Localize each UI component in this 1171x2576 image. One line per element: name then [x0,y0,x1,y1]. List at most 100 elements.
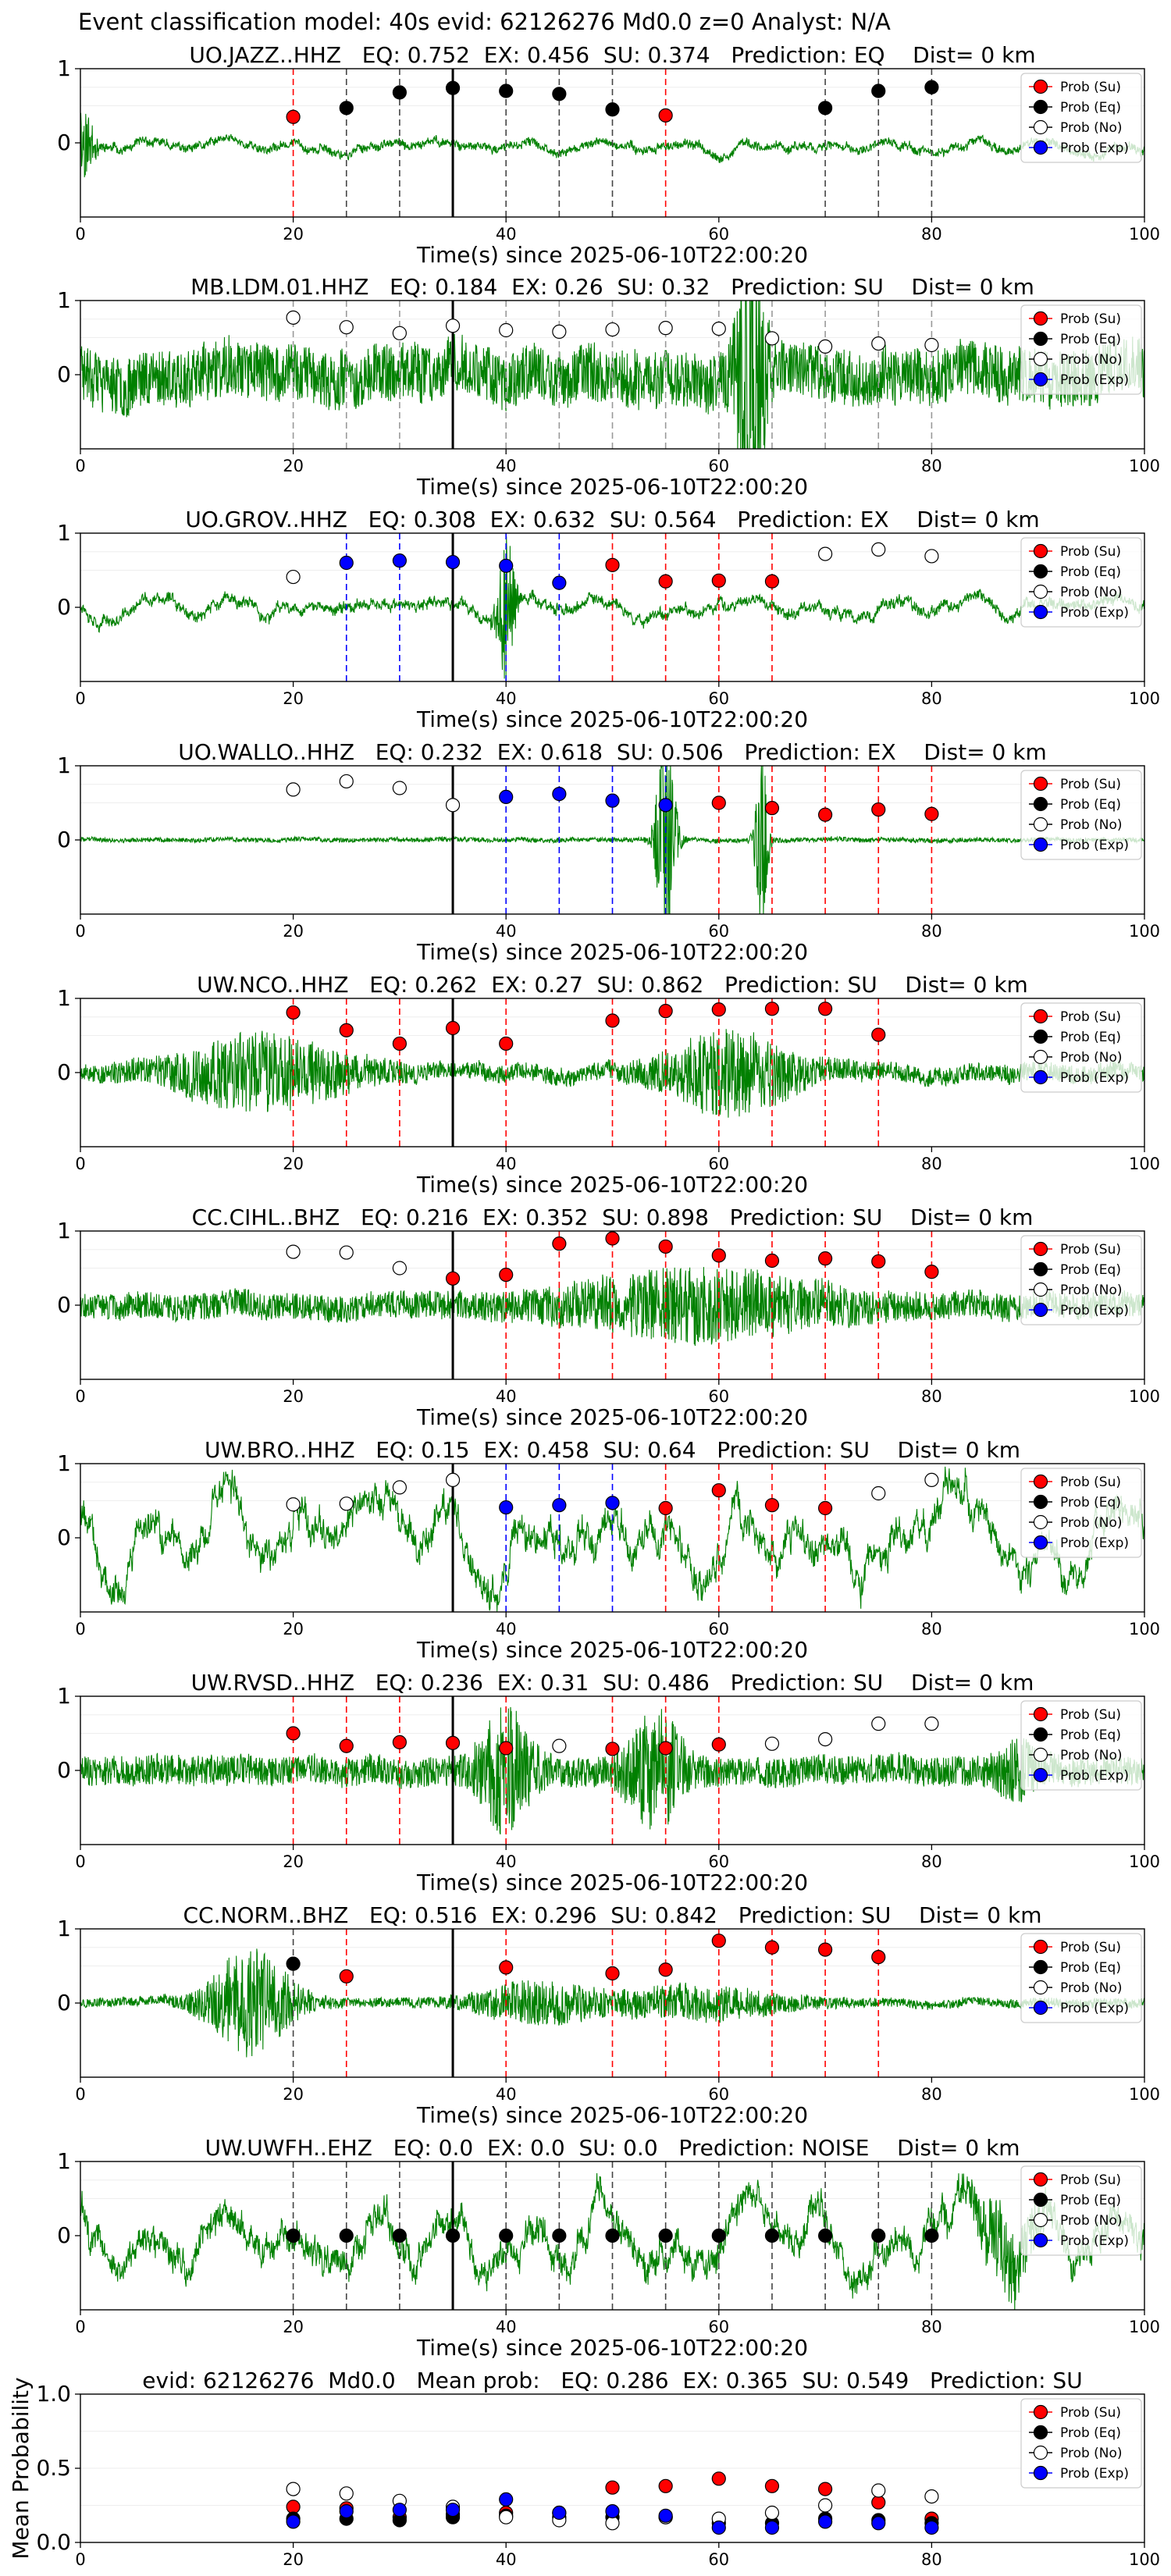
y-tick-label: 1 [57,520,71,546]
x-axis-label: Time(s) since 2025-06-10T22:00:20 [416,242,808,268]
legend-label-su: Prob (Su) [1060,311,1121,327]
panel-4 [80,998,1144,1147]
prob-point-eq [764,2228,780,2243]
prob-point-eq [605,2228,620,2243]
prob-point-exp [445,554,461,570]
x-tick-label: 60 [708,2318,729,2336]
y-tick-label: 1 [57,287,71,313]
prob-point-su [871,1950,886,1965]
prob-point-eq [445,80,461,95]
legend-label-su: Prob (Su) [1060,1475,1121,1490]
prob-point-eq [499,2228,514,2243]
prob-point-su [711,1002,726,1017]
mean-prob-point-exp [658,2508,673,2523]
prob-point-su [658,574,673,589]
prob-point-no [817,1732,833,1747]
legend: Prob (Su) Prob (Eq) Prob (No) Prob (Exp) [1020,1468,1142,1558]
legend: Prob (Su) Prob (Eq) Prob (No) Prob (Exp) [1020,1933,1142,2023]
prob-point-exp [499,789,514,805]
panel-9 [80,2161,1144,2310]
x-tick-label: 60 [708,1620,729,1638]
x-tick-label: 40 [496,689,517,708]
prob-point-su [499,1741,514,1756]
legend-label-eq: Prob (Eq) [1060,797,1121,813]
prob-point-su [605,1742,620,1756]
prob-point-no [924,337,939,353]
legend-marker-exp [1033,1302,1048,1318]
prob-point-su [658,1500,673,1516]
panel-title: CC.CIHL..BHZ EQ: 0.216 EX: 0.352 SU: 0.8… [192,1204,1034,1230]
legend-label-exp: Prob (Exp) [1060,1535,1129,1551]
x-tick-label: 20 [283,457,304,475]
legend-marker-eq [1033,1261,1048,1277]
legend-label-no: Prob (No) [1060,1515,1123,1531]
prob-point-no [924,1472,939,1488]
legend-label-su: Prob (Su) [1060,1707,1121,1723]
prob-point-exp [552,786,567,802]
legend: Prob (Su) Prob (Eq) Prob (No) Prob (Exp) [1020,1235,1142,1325]
mean-prob-point-exp [605,2504,620,2519]
legend-box [1020,1700,1142,1791]
legend-label-eq: Prob (Eq) [1060,1495,1121,1510]
x-tick-label: 60 [708,2550,729,2569]
mean-prob-point-no [286,2482,301,2496]
mean-prob-point-exp [817,2514,833,2529]
prob-point-no [764,331,780,346]
x-tick-label: 20 [283,2085,304,2104]
panel-title: CC.NORM..BHZ EQ: 0.516 EX: 0.296 SU: 0.8… [183,1902,1042,1928]
legend-box [1020,73,1142,163]
prob-point-eq [552,2228,567,2243]
panel-6 [80,1464,1144,1612]
x-tick-label: 60 [708,225,729,244]
prob-point-no [286,1244,301,1259]
x-tick-label: 80 [921,1620,942,1638]
y-tick-label: 0 [57,1059,71,1085]
prob-point-su [605,1231,620,1246]
prob-point-no [871,1717,886,1731]
legend-marker-no [1033,119,1048,135]
prob-point-su [871,1254,886,1269]
legend-label-eq: Prob (Eq) [1060,1262,1121,1278]
panel-title: UW.RVSD..HHZ EQ: 0.236 EX: 0.31 SU: 0.48… [191,1670,1034,1695]
legend-marker-eq [1033,331,1048,347]
x-tick-label: 100 [1129,1852,1160,1871]
prob-point-no [445,318,461,333]
prob-point-su [817,807,833,822]
x-tick-label: 0 [75,1387,85,1406]
prob-point-su [817,1251,833,1266]
legend-label-eq: Prob (Eq) [1060,2193,1121,2208]
legend-label-no: Prob (No) [1060,817,1123,833]
prob-point-su [605,557,620,572]
prob-point-su [499,1036,514,1051]
panel-8 [80,1929,1144,2077]
legend-marker-su [1033,776,1048,792]
legend-marker-eq [1033,796,1048,812]
legend-marker-exp [1033,2000,1048,2016]
legend-marker-su [1033,543,1048,559]
legend-label-no: Prob (No) [1060,120,1123,136]
prob-point-su [764,574,780,589]
prob-point-exp [552,1498,567,1513]
legend-marker-su [1033,311,1048,326]
mean-prob-point-exp [286,2514,301,2529]
legend-label-su: Prob (Su) [1060,544,1121,560]
prob-point-su [871,1027,886,1042]
prob-point-su [658,1962,673,1977]
mean-prob-point-su [817,2482,833,2496]
prob-point-eq [339,2228,354,2243]
prob-point-su [764,1498,780,1513]
legend-marker-exp [1033,2233,1048,2248]
x-axis-label: Time(s) since 2025-06-10T22:00:20 [416,1870,808,1895]
mean-prob-point-no [605,2516,620,2531]
y-tick-label: 0 [57,130,71,155]
prob-point-su [339,1738,354,1753]
mean-prob-point-exp [339,2504,354,2519]
x-tick-label: 60 [708,1387,729,1406]
x-tick-label: 40 [496,922,517,941]
legend-marker-exp [1033,1535,1048,1550]
prob-point-eq [817,101,833,116]
legend-marker-eq [1033,1029,1048,1044]
prob-point-su [711,573,726,588]
prob-point-no [339,1496,354,1511]
prob-point-su [658,108,673,123]
